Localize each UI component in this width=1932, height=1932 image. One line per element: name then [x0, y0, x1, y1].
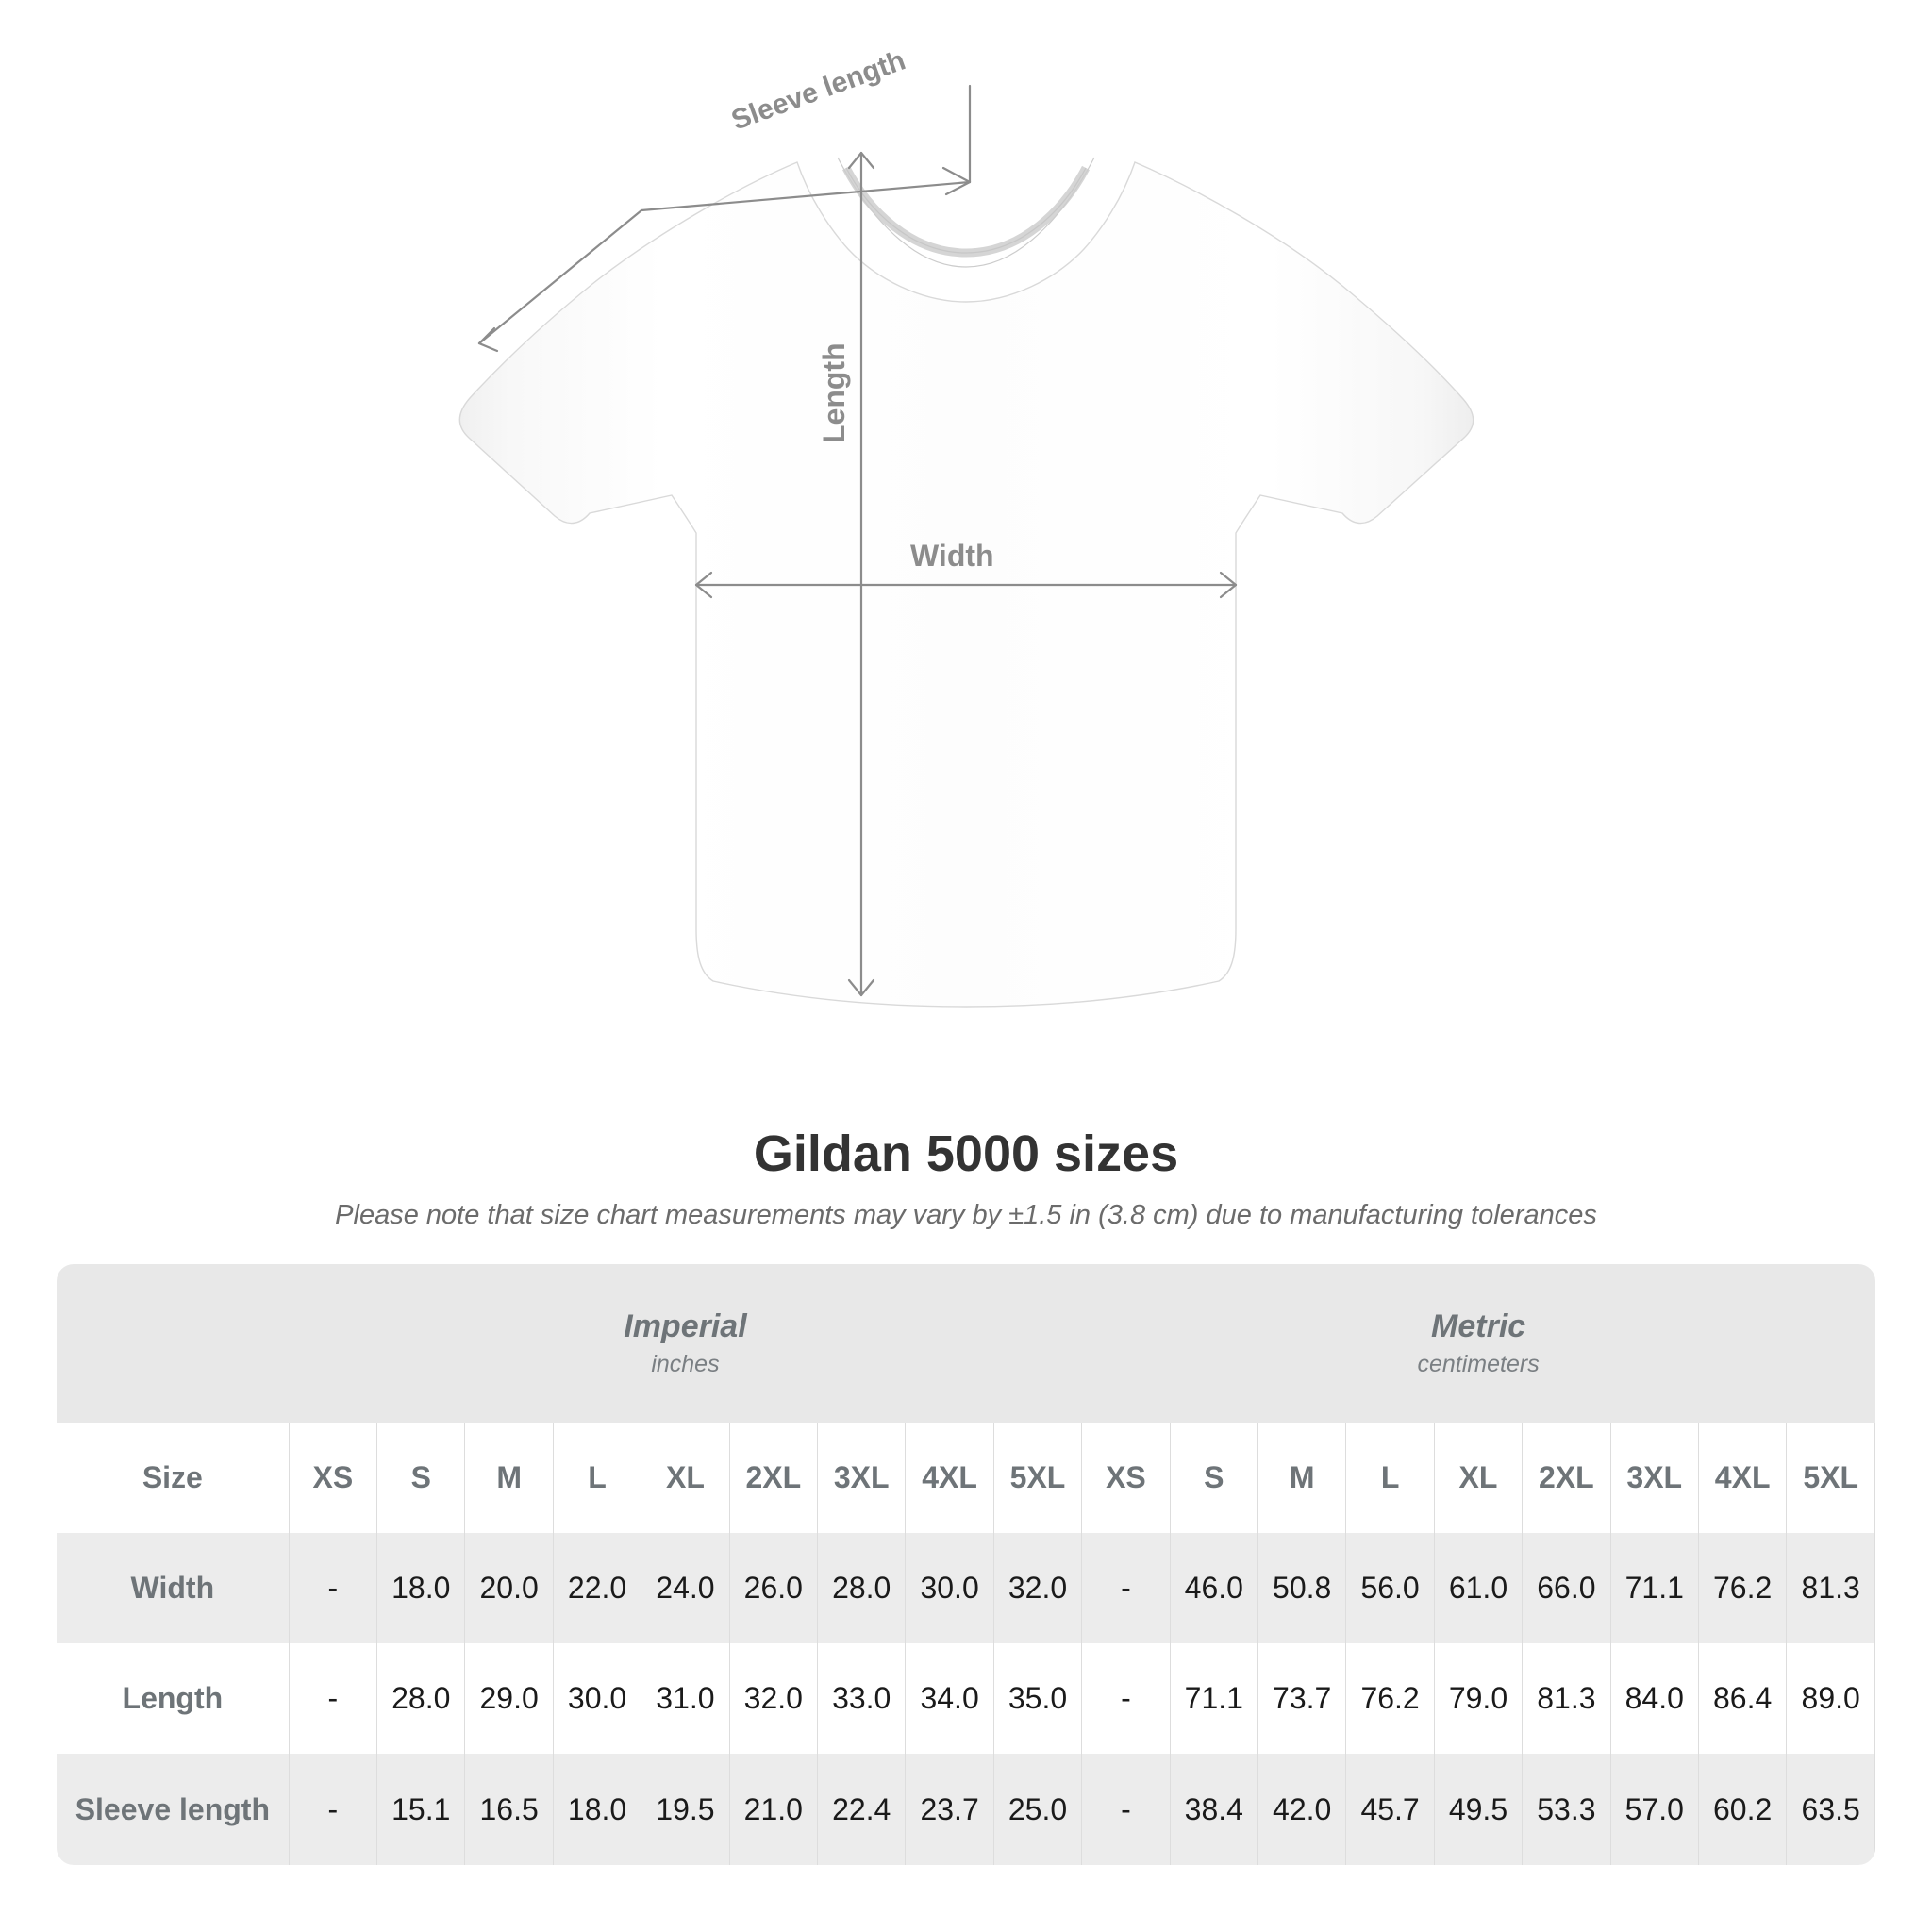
svg-text:Width: Width: [910, 539, 994, 573]
svg-text:Length: Length: [817, 342, 851, 443]
svg-text:Sleeve length: Sleeve length: [727, 44, 909, 136]
